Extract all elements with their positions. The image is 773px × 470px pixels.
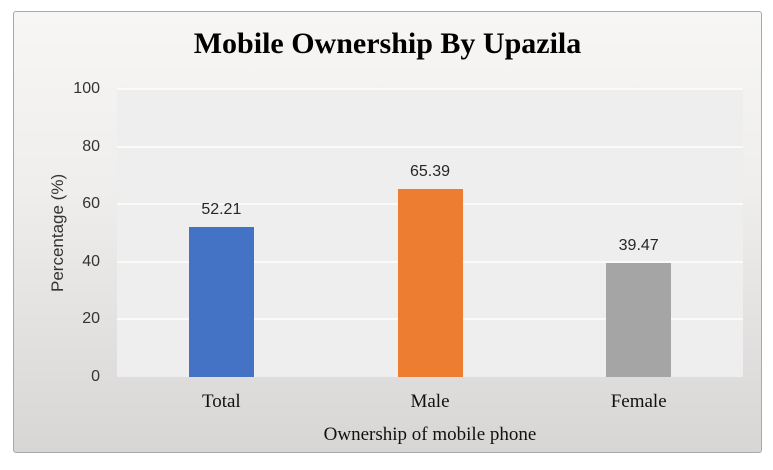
x-category-label-total: Total bbox=[201, 391, 241, 412]
bar-value-label-female: 39.47 bbox=[618, 237, 659, 255]
bar-total bbox=[188, 226, 254, 377]
bar-slot-female: 39.47 bbox=[534, 89, 743, 377]
y-tick-label-60: 60 bbox=[82, 195, 100, 213]
x-category-label-female: Female bbox=[610, 391, 667, 412]
chart-title: Mobile Ownership By Upazila bbox=[193, 27, 582, 60]
bar-slot-male: 65.39 bbox=[326, 89, 535, 377]
bars-row: 52.21 65.39 39.47 bbox=[117, 89, 743, 377]
chart-container: Mobile Ownership By Upazila Percentage (… bbox=[13, 11, 762, 453]
bar-slot-total: 52.21 bbox=[117, 89, 326, 377]
y-tick-label-20: 20 bbox=[82, 310, 100, 328]
y-tick-label-40: 40 bbox=[82, 252, 100, 270]
plot-area: 52.21 65.39 39.47 bbox=[117, 88, 743, 377]
x-axis-title: Ownership of mobile phone bbox=[323, 424, 537, 445]
x-category-row: Total Male Female bbox=[117, 391, 743, 413]
bar-value-label-male: 65.39 bbox=[409, 162, 451, 180]
gridline-y-100 bbox=[117, 88, 743, 90]
gridline-y-80 bbox=[117, 145, 743, 148]
y-tick-label-80: 80 bbox=[82, 137, 100, 155]
bar-female bbox=[606, 263, 672, 377]
y-tick-label-100: 100 bbox=[73, 80, 100, 97]
y-tick-label-0: 0 bbox=[91, 368, 100, 385]
x-category-label-male: Male bbox=[410, 391, 450, 412]
y-axis-ticks: 0 20 40 60 80 100 bbox=[14, 80, 106, 385]
bar-male bbox=[397, 188, 463, 377]
bar-value-label-total: 52.21 bbox=[201, 200, 242, 218]
